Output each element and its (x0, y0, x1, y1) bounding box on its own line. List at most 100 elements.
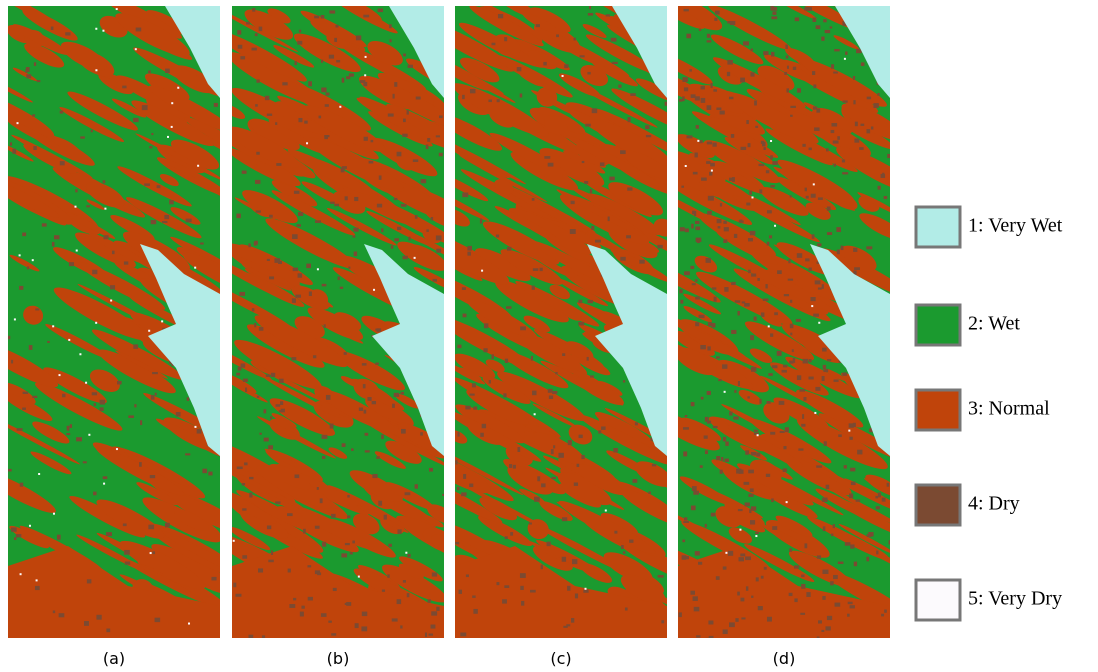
dry-pixel (256, 151, 260, 155)
dry-pixel (578, 299, 583, 304)
dry-pixel (352, 540, 355, 544)
normal-patch (23, 305, 44, 325)
legend-label: 1: Very Wet (968, 215, 1063, 237)
normal-patch (170, 207, 201, 225)
very-dry-pixel (767, 325, 770, 328)
dry-pixel (860, 62, 865, 66)
normal-patch (167, 492, 220, 532)
dry-pixel (33, 146, 37, 151)
dry-pixel (598, 430, 602, 434)
normal-patch (356, 97, 444, 149)
dry-pixel (771, 51, 775, 57)
dry-pixel (66, 433, 71, 436)
normal-patch (232, 372, 257, 394)
dry-pixel (541, 483, 546, 488)
dry-pixel (771, 16, 778, 20)
normal-patch (349, 470, 403, 502)
very-dry-pixel (194, 425, 197, 428)
dry-pixel (753, 432, 759, 435)
dry-pixel (803, 396, 807, 401)
legend-swatch (914, 205, 962, 249)
dry-pixel (576, 463, 580, 468)
normal-patch (678, 347, 718, 376)
dry-pixel (716, 356, 720, 359)
dry-pixel (249, 492, 253, 498)
very-dry-pixel (38, 473, 41, 476)
dry-pixel (683, 451, 688, 457)
normal-patch (386, 103, 444, 151)
normal-patch (133, 47, 220, 97)
dry-pixel (682, 427, 689, 430)
dry-pixel (239, 291, 246, 296)
dry-pixel (825, 484, 830, 490)
normal-patch (678, 318, 762, 369)
very-dry-pixel (103, 482, 106, 485)
very-dry-pixel (812, 183, 815, 186)
dry-pixel (732, 177, 735, 182)
dry-pixel (455, 460, 458, 465)
very-dry-pixel (148, 329, 151, 332)
dry-pixel (165, 68, 170, 73)
dry-pixel (465, 574, 469, 578)
normal-patch (276, 506, 359, 553)
normal-patch (760, 186, 809, 216)
dry-pixel (566, 624, 571, 627)
dry-pixel (684, 271, 690, 276)
very-dry-pixel (188, 622, 191, 625)
dry-pixel (341, 77, 345, 83)
dry-pixel (473, 406, 478, 410)
dry-pixel (240, 56, 246, 60)
dry-pixel (694, 551, 700, 556)
dry-pixel (836, 249, 840, 255)
dry-pixel (106, 628, 111, 633)
normal-patch (494, 206, 560, 242)
panel-label: (c) (550, 649, 571, 668)
dry-pixel (748, 469, 754, 474)
very-wet-wedge (364, 244, 444, 456)
dry-pixel (359, 80, 366, 83)
dry-pixel (684, 415, 688, 418)
dry-pixel (712, 142, 717, 147)
normal-patch (396, 155, 416, 171)
dry-pixel (266, 258, 270, 262)
normal-patch (232, 279, 294, 330)
dry-pixel (335, 24, 339, 28)
normal-patch (232, 526, 271, 551)
normal-patch (805, 202, 831, 220)
very-dry-pixel (58, 374, 61, 377)
dry-pixel (785, 44, 788, 49)
dry-pixel (361, 611, 368, 617)
dry-pixel (263, 409, 267, 414)
dry-pixel (248, 243, 251, 248)
dry-pixel (35, 308, 40, 311)
dry-pixel (367, 397, 372, 401)
dry-pixel (314, 570, 320, 575)
dry-pixel (329, 10, 336, 14)
dry-pixel (278, 410, 284, 413)
normal-patch (495, 280, 569, 323)
dry-pixel (364, 432, 369, 436)
dry-pixel (297, 273, 303, 278)
dry-pixel (737, 310, 740, 316)
normal-patch (499, 185, 589, 233)
dry-pixel (404, 492, 411, 496)
dry-pixel (798, 448, 804, 451)
normal-patch (397, 241, 444, 271)
normal-patch (485, 359, 505, 373)
normal-patch (455, 429, 468, 444)
dry-pixel (801, 574, 805, 578)
dry-pixel (829, 26, 833, 29)
normal-patch (59, 107, 125, 142)
dry-pixel (353, 227, 359, 232)
dry-pixel (321, 455, 326, 459)
dry-pixel (814, 280, 821, 285)
normal-patch (135, 133, 220, 182)
dry-pixel (664, 101, 667, 106)
dry-pixel (613, 448, 618, 453)
normal-patch (590, 119, 667, 166)
dry-pixel (543, 61, 547, 66)
dry-pixel (718, 379, 722, 382)
dry-pixel (743, 41, 749, 46)
dry-pixel (605, 14, 610, 17)
dry-pixel (376, 456, 380, 459)
